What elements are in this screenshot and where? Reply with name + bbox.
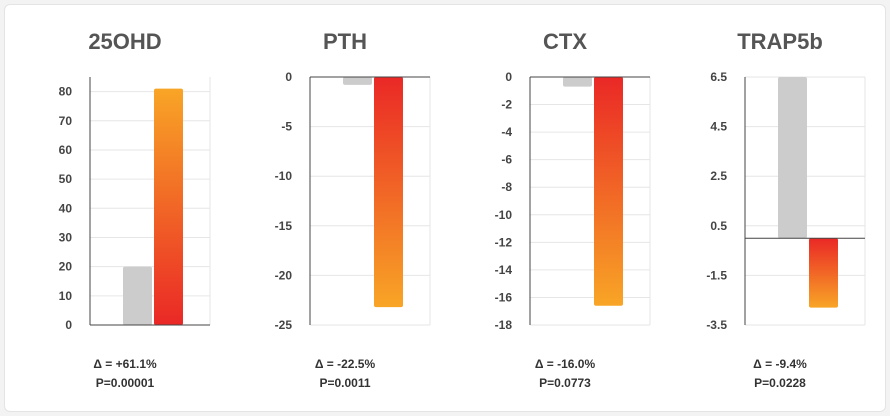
stat-block: Δ = +61.1% P=0.00001 — [20, 355, 230, 393]
pvalue-label: P=0.0773 — [539, 376, 591, 390]
delta-label: Δ = +61.1% — [93, 357, 157, 371]
panel-title: TRAP5b — [737, 29, 823, 54]
y-tick-label: 0.5 — [710, 219, 727, 233]
y-tick-label: -12 — [495, 235, 513, 249]
stat-block: Δ = -16.0% P=0.0773 — [460, 355, 670, 393]
y-tick-label: -20 — [275, 268, 293, 282]
y-tick-label: 0 — [65, 318, 72, 332]
chart-svg-trap5b: 6.5 4.5 2.5 0.5 -1.5 -3.5 — [706, 70, 866, 332]
y-tick-label: 6.5 — [710, 70, 727, 84]
stat-block: Δ = -22.5% P=0.0011 — [240, 355, 450, 393]
panel-title: PTH — [323, 29, 367, 54]
y-tick-label: -18 — [495, 318, 513, 332]
y-tick-label: 4.5 — [710, 120, 727, 134]
stat-block: Δ = -9.4% P=0.0228 — [675, 355, 885, 393]
y-tick-label: 10 — [59, 289, 73, 303]
y-tick-label: 0 — [505, 70, 512, 84]
y-tick-label: -1.5 — [706, 268, 727, 282]
delta-label: Δ = -22.5% — [314, 357, 376, 371]
y-tick-label: -25 — [275, 318, 293, 332]
chart-card: 25OHD 0 10 20 30 40 50 60 70 80 Δ = +61.1% P=0.0… — [4, 4, 886, 412]
panel-title: 25OHD — [88, 29, 162, 54]
y-tick-label: -10 — [495, 208, 513, 222]
y-tick-label: -8 — [501, 180, 512, 194]
chart-svg-25ohd: 0 10 20 30 40 50 60 70 80 — [59, 77, 211, 332]
y-tick-label: -16 — [495, 290, 513, 304]
panel-title: CTX — [543, 29, 587, 54]
bar-treatment — [809, 238, 838, 308]
y-tick-label: 0 — [285, 70, 292, 84]
pvalue-label: P=0.0228 — [754, 376, 806, 390]
y-tick-label: -14 — [495, 263, 513, 277]
pvalue-label: P=0.00001 — [95, 376, 155, 390]
y-tick-label: -3.5 — [706, 318, 727, 332]
y-tick-label: 70 — [59, 114, 73, 128]
delta-label: Δ = -16.0% — [534, 357, 596, 371]
y-tick-label: -4 — [501, 125, 512, 139]
y-tick-label: 40 — [59, 201, 73, 215]
y-tick-label: 2.5 — [710, 169, 727, 183]
y-tick-label: -10 — [275, 169, 293, 183]
bar-placebo — [563, 77, 592, 87]
y-tick-label: 20 — [59, 260, 73, 274]
y-tick-label: -5 — [281, 120, 292, 134]
chart-svg-pth: 0 -5 -10 -15 -20 -25 — [275, 70, 431, 332]
y-tick-label: 80 — [59, 85, 73, 99]
y-tick-label: -6 — [501, 153, 512, 167]
y-tick-label: 60 — [59, 143, 73, 157]
y-tick-label: -2 — [501, 98, 512, 112]
bar-placebo — [778, 77, 807, 239]
y-tick-label: -15 — [275, 219, 293, 233]
y-tick-label: 50 — [59, 172, 73, 186]
delta-label: Δ = -9.4% — [753, 357, 807, 371]
chart-svg-ctx: 0 -2 -4 -6 -8 -10 -12 -14 -16 -18 — [495, 70, 651, 332]
bar-treatment — [154, 88, 183, 325]
y-tick-label: 30 — [59, 230, 73, 244]
bar-placebo — [123, 266, 152, 325]
bar-treatment — [594, 77, 623, 306]
bar-treatment — [374, 77, 403, 308]
pvalue-label: P=0.0011 — [319, 376, 371, 390]
bar-placebo — [343, 77, 372, 85]
